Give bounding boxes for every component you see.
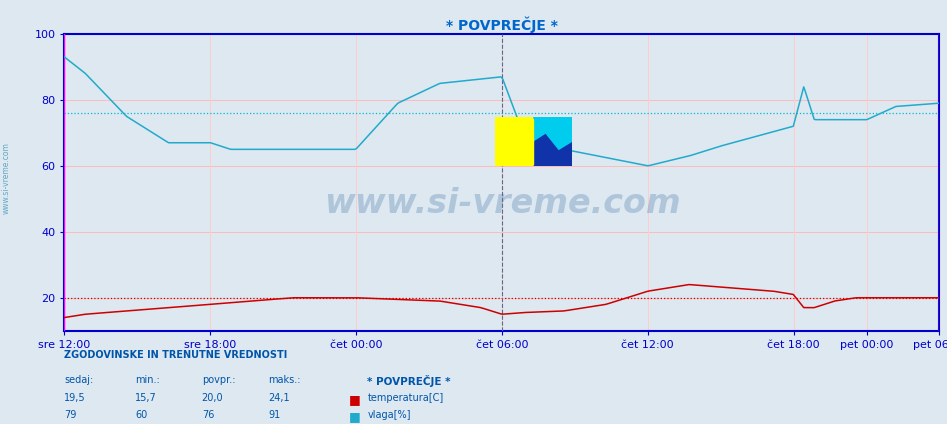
Text: www.si-vreme.com: www.si-vreme.com: [324, 187, 680, 220]
Polygon shape: [533, 117, 572, 166]
Text: 20,0: 20,0: [202, 393, 223, 404]
Text: 91: 91: [268, 410, 280, 421]
Text: www.si-vreme.com: www.si-vreme.com: [2, 142, 11, 214]
Bar: [495, 117, 533, 166]
Text: maks.:: maks.:: [268, 375, 300, 385]
Polygon shape: [495, 117, 572, 166]
Text: ■: ■: [348, 393, 360, 407]
Title: * POVPREČJE *: * POVPREČJE *: [446, 16, 558, 33]
Text: ZGODOVINSKE IN TRENUTNE VREDNOSTI: ZGODOVINSKE IN TRENUTNE VREDNOSTI: [64, 350, 288, 360]
Polygon shape: [533, 142, 572, 166]
Text: sedaj:: sedaj:: [64, 375, 94, 385]
Text: vlaga[%]: vlaga[%]: [367, 410, 411, 421]
Text: * POVPREČJE *: * POVPREČJE *: [367, 375, 451, 387]
Text: povpr.:: povpr.:: [202, 375, 235, 385]
Text: 79: 79: [64, 410, 77, 421]
Text: 15,7: 15,7: [135, 393, 157, 404]
Text: 76: 76: [202, 410, 214, 421]
Text: min.:: min.:: [135, 375, 160, 385]
Bar: [533, 117, 572, 166]
Text: 60: 60: [135, 410, 148, 421]
Text: ■: ■: [348, 410, 360, 424]
Text: 19,5: 19,5: [64, 393, 86, 404]
Polygon shape: [495, 117, 533, 166]
Text: temperatura[C]: temperatura[C]: [367, 393, 444, 404]
Text: 24,1: 24,1: [268, 393, 290, 404]
